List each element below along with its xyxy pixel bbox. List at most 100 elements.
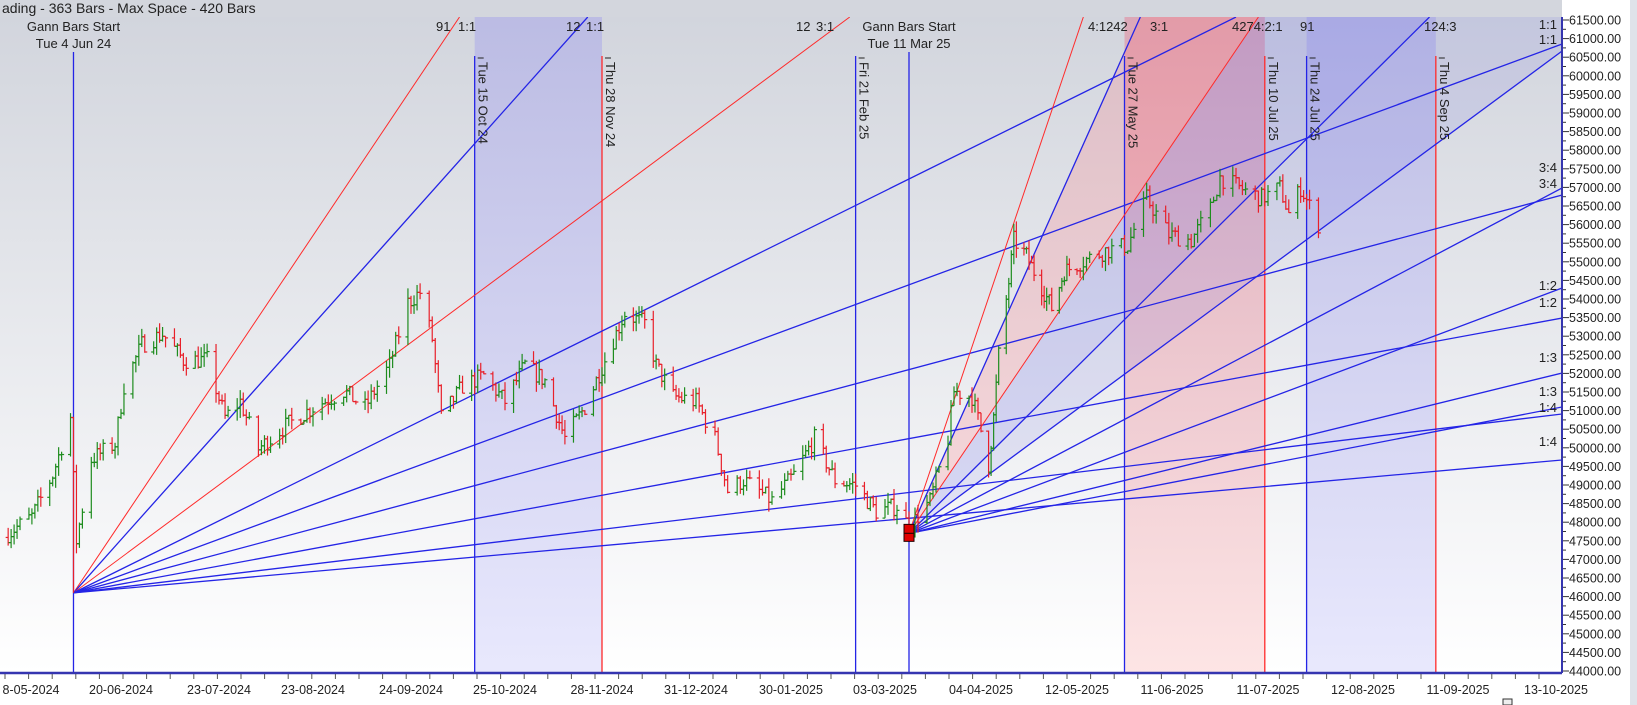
gann-fan-line (908, 406, 1562, 534)
price-bar (1066, 258, 1072, 277)
price-bar (978, 412, 984, 433)
price-bar (853, 473, 859, 497)
y-tick-label: 52000.00 (1569, 367, 1621, 381)
y-tick-label: 52500.00 (1569, 348, 1621, 362)
price-bar (100, 439, 106, 461)
fan-ratio-label: 4:1242 (1088, 19, 1128, 34)
price-bar (662, 368, 668, 391)
price-bar (894, 504, 900, 525)
fan-ratio-label: 1:2 (1539, 278, 1557, 293)
gann-fan-line (73, 17, 851, 594)
header-title: ading - 363 Bars - Max Space - 420 Bars (2, 0, 256, 16)
price-bar (915, 504, 921, 533)
price-bar (1087, 251, 1093, 264)
time-cycle-label: Thu 28 Nov 24 (603, 62, 618, 147)
price-bar (268, 436, 274, 453)
price-bar (310, 407, 316, 427)
x-tick-label: 24-09-2024 (379, 683, 443, 697)
time-cycle-label: Thu 4 Sep 25 (1437, 62, 1452, 140)
time-band-lavender (474, 17, 602, 673)
price-bar (481, 370, 487, 375)
y-tick-label: 57000.00 (1569, 181, 1621, 195)
gann-fan-line (908, 17, 1084, 534)
x-tick-label: 20-06-2024 (89, 683, 153, 697)
price-bar (1049, 287, 1055, 312)
gann-fan-line (908, 50, 1562, 534)
price-bar (417, 283, 423, 300)
price-bar (59, 451, 65, 461)
y-tick-label: 61500.00 (1569, 14, 1621, 28)
y-tick-label: 60000.00 (1569, 69, 1621, 83)
y-tick-label: 51000.00 (1569, 404, 1621, 418)
x-tick-label: 31-12-2024 (664, 683, 728, 697)
y-tick-label: 53000.00 (1569, 330, 1621, 344)
fan-ratio-label: 1:4 (1539, 434, 1557, 449)
price-bar (1013, 221, 1019, 258)
x-tick-label: 11-07-2025 (1236, 683, 1299, 697)
time-cycle-label: Tue 27 May 25 (1126, 62, 1141, 148)
price-bar (957, 390, 963, 405)
price-bar (163, 335, 169, 348)
y-tick-label: 50500.00 (1569, 423, 1621, 437)
price-bar (682, 387, 688, 404)
time-band-pink (1124, 17, 1265, 673)
y-tick-label: 50000.00 (1569, 441, 1621, 455)
price-bar (1307, 189, 1313, 210)
time-cycle-label: Fri 21 Feb 25 (857, 62, 872, 139)
fan-ratio-label: 1:1 (458, 19, 476, 34)
y-tick-label: 58000.00 (1569, 144, 1621, 158)
y-tick-label: 54500.00 (1569, 274, 1621, 288)
gann-fan-line (73, 17, 589, 594)
x-tick-label: 25-10-2024 (473, 683, 537, 697)
y-tick-label: 53500.00 (1569, 311, 1621, 325)
price-bar (996, 346, 1002, 386)
y-tick-label: 55000.00 (1569, 255, 1621, 269)
plot-background (0, 17, 1562, 673)
price-bar (1198, 210, 1204, 233)
gann-fan-line (73, 17, 460, 594)
price-bar (396, 326, 402, 345)
top-strip (0, 0, 1637, 17)
x-tick-label: 11-06-2025 (1140, 683, 1203, 697)
y-tick-label: 47000.00 (1569, 553, 1621, 567)
price-bar (1031, 254, 1037, 282)
price-bar (725, 475, 731, 494)
price-bar (769, 491, 775, 505)
y-tick-label: 49500.00 (1569, 460, 1621, 474)
gann-fan-line (908, 372, 1562, 534)
price-bar (204, 343, 210, 358)
fan-ratio-label: 3:4 (1539, 160, 1557, 175)
gann-start-date: Tue 4 Jun 24 (36, 36, 111, 51)
y-tick-label: 51500.00 (1569, 386, 1621, 400)
price-bar (183, 357, 189, 376)
gann-fan-line (908, 187, 1562, 534)
y-tick-label: 57500.00 (1569, 162, 1621, 176)
y-tick-label: 48500.00 (1569, 497, 1621, 511)
price-bar (1153, 204, 1159, 224)
right-axis-area (1562, 0, 1637, 673)
y-tick-label: 58500.00 (1569, 125, 1621, 139)
price-bar (502, 382, 508, 411)
price-bar (582, 410, 588, 416)
x-tick-label: 03-03-2025 (853, 683, 917, 697)
y-tick-label: 46000.00 (1569, 590, 1621, 604)
price-bar (79, 508, 85, 529)
fan-wedge-lavender (909, 17, 1562, 534)
price-bar (642, 309, 648, 329)
x-tick-label: 23-08-2024 (281, 683, 345, 697)
price-bar (331, 400, 337, 411)
x-tick-label: 11-09-2025 (1426, 683, 1489, 697)
price-bar (791, 464, 797, 475)
fan-ratio-label: 1:2 (1539, 295, 1557, 310)
fan-ratio-label: 1:1 (1539, 32, 1557, 47)
y-tick-label: 47500.00 (1569, 534, 1621, 548)
x-tick-label: 12-05-2025 (1045, 683, 1109, 697)
price-bar (121, 383, 127, 416)
y-tick-label: 45500.00 (1569, 609, 1621, 623)
fan-ratio-label: 3:4 (1539, 176, 1557, 191)
y-tick-label: 59000.00 (1569, 107, 1621, 121)
y-tick-label: 44000.00 (1569, 665, 1621, 679)
price-bar (747, 470, 753, 480)
x-tick-label: 04-04-2025 (949, 683, 1013, 697)
price-bar (1286, 199, 1292, 214)
